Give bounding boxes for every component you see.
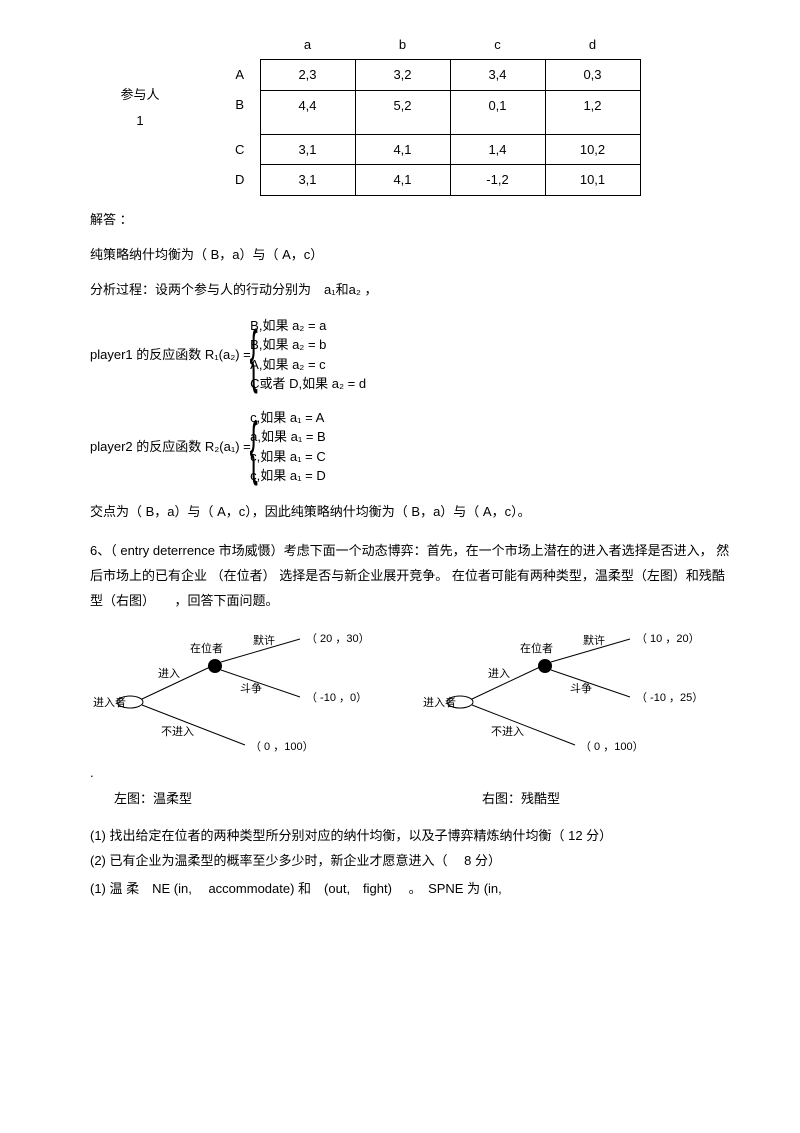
r1-line: A,如果 a₂ = c	[250, 355, 366, 375]
cell: 2,3	[260, 60, 355, 90]
answer-1: (1) 温 柔 NE (in, accommodate) 和 (out, fig…	[90, 877, 730, 900]
svg-text:不进入: 不进入	[161, 725, 194, 738]
cell: 5,2	[355, 90, 450, 134]
cell: 3,1	[260, 165, 355, 195]
svg-text:（ 10 ，20）: （ 10 ，20）	[636, 632, 700, 645]
svg-text:进入者: 进入者	[93, 696, 126, 709]
svg-text:进入: 进入	[488, 667, 510, 680]
answer-heading: 解答 ：	[90, 208, 730, 231]
cell: 0,3	[545, 60, 640, 90]
row-header: D	[220, 165, 260, 195]
cell: 4,4	[260, 90, 355, 134]
analysis-intro: 分析过程：设两个参与人的行动分别为 a₁和a₂ ，	[90, 278, 730, 301]
tree-left: 进入者 在位者 进入 不进入 默许 斗争 （ 20 ，30） （ -10 ，0）…	[90, 627, 400, 757]
question-2: (2) 已有企业为温柔型的概率至少多少时，新企业才愿意进入（ 8 分）	[90, 849, 730, 872]
tree-left-caption: 左图：温柔型	[114, 787, 192, 810]
cell: -1,2	[450, 165, 545, 195]
brace-icon: {	[249, 412, 257, 482]
r1-label: player1 的反应函数 R₁(a₂) =	[90, 343, 251, 366]
col-header: c	[450, 30, 545, 60]
cell: 1,4	[450, 134, 545, 164]
row-header: C	[220, 134, 260, 164]
player-label-2: 1	[136, 113, 143, 128]
brace-icon: {	[249, 320, 257, 390]
svg-text:斗争: 斗争	[570, 681, 592, 695]
q6-description: 6、（ entry deterrence 市场威慑）考虑下面一个动态博弈：首先，…	[90, 539, 730, 613]
cell: 4,1	[355, 165, 450, 195]
svg-text:进入者: 进入者	[423, 696, 456, 709]
reaction-r1: player1 的反应函数 R₁(a₂) = { B,如果 a₂ = a B,如…	[90, 316, 730, 394]
cell: 10,2	[545, 134, 640, 164]
tree-right-caption: 右图：残酷型	[482, 787, 560, 810]
dot: .	[90, 761, 730, 784]
r1-line: B,如果 a₂ = b	[250, 335, 366, 355]
svg-text:在位者: 在位者	[520, 641, 553, 655]
r2-line: c,如果 a₁ = D	[250, 466, 326, 486]
svg-text:（ -10 ，0）: （ -10 ，0）	[306, 691, 367, 704]
cell: 3,1	[260, 134, 355, 164]
conclusion-text: 交点为（ B，a）与（ A，c），因此纯策略纳什均衡为（ B，a）与（ A，c）…	[90, 500, 730, 523]
svg-text:不进入: 不进入	[491, 725, 524, 738]
cell: 3,4	[450, 60, 545, 90]
svg-text:（ 20 ，30）: （ 20 ，30）	[306, 632, 370, 645]
cell: 4,1	[355, 134, 450, 164]
svg-text:（ 0 ，100）: （ 0 ，100）	[580, 740, 644, 753]
svg-text:斗争: 斗争	[240, 681, 262, 695]
r2-line: a,如果 a₁ = B	[250, 427, 326, 447]
r2-line: c,如果 a₁ = C	[250, 447, 326, 467]
svg-text:默许: 默许	[583, 634, 605, 647]
r2-label: player2 的反应函数 R₂(a₁) =	[90, 435, 251, 458]
pure-ne-text: 纯策略纳什均衡为（ B，a）与（ A，c）	[90, 243, 730, 266]
svg-text:（ -10 ，25）: （ -10 ，25）	[636, 691, 703, 704]
svg-text:在位者: 在位者	[190, 641, 223, 655]
cell: 10,1	[545, 165, 640, 195]
player-label: 参与人 1	[110, 82, 170, 134]
col-header: b	[355, 30, 450, 60]
r1-line: C或者 D,如果 a₂ = d	[250, 374, 366, 394]
cell: 1,2	[545, 90, 640, 134]
row-header: B	[220, 90, 260, 134]
svg-text:默许: 默许	[253, 634, 275, 647]
player-label-1: 参与人	[120, 87, 159, 102]
svg-text:进入: 进入	[158, 667, 180, 680]
row-header: A	[220, 60, 260, 90]
game-trees: 进入者 在位者 进入 不进入 默许 斗争 （ 20 ，30） （ -10 ，0）…	[90, 627, 730, 757]
col-header: a	[260, 30, 355, 60]
question-1: (1) 找出给定在位者的两种类型所分别对应的纳什均衡，以及子博弈精炼纳什均衡（ …	[90, 824, 730, 847]
cell: 0,1	[450, 90, 545, 134]
r1-line: B,如果 a₂ = a	[250, 316, 366, 336]
cell: 3,2	[355, 60, 450, 90]
r2-line: c,如果 a₁ = A	[250, 408, 326, 428]
payoff-table: a b c d A 2,3 3,2 3,4 0,3 B 4,4 5,2 0,1 …	[220, 30, 641, 196]
col-header: d	[545, 30, 640, 60]
svg-text:（ 0 ，100）: （ 0 ，100）	[250, 740, 314, 753]
tree-right: 进入者 在位者 进入 不进入 默许 斗争 （ 10 ，20） （ -10 ，25…	[420, 627, 730, 757]
reaction-r2: player2 的反应函数 R₂(a₁) = { c,如果 a₁ = A a,如…	[90, 408, 730, 486]
